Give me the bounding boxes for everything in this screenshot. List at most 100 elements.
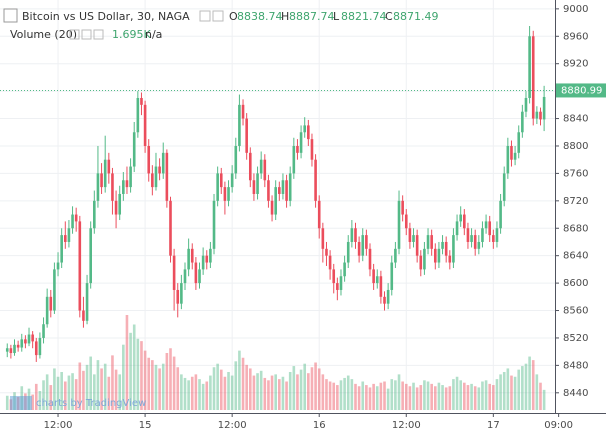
- volume-bar: [510, 375, 513, 410]
- y-tick-label: 8720: [563, 196, 588, 207]
- candle-body: [307, 125, 310, 140]
- candle-body: [96, 173, 100, 201]
- volume-bar: [278, 379, 281, 410]
- volume-bar: [375, 386, 379, 410]
- volume-bar: [477, 387, 481, 410]
- ohlc-value: 8871.49: [393, 10, 439, 23]
- volume-bar: [252, 375, 256, 410]
- candle-body: [430, 235, 433, 249]
- candle-body: [111, 173, 114, 201]
- ohlc-value: 8887.74: [289, 10, 335, 23]
- ohlc-label: L: [333, 10, 340, 23]
- candle-body: [521, 111, 524, 133]
- candle-body: [20, 339, 24, 348]
- candle-body: [310, 139, 314, 160]
- candle-body: [433, 248, 437, 263]
- candle-body: [241, 104, 245, 119]
- candle-body: [9, 348, 13, 354]
- volume-bar: [49, 385, 53, 410]
- volume-bar: [346, 375, 350, 410]
- volume-bar: [459, 380, 462, 410]
- volume-bar: [336, 385, 339, 410]
- candle-body: [201, 255, 205, 270]
- icon[interactable]: [199, 10, 211, 22]
- candle-body: [375, 276, 379, 284]
- candle-body: [45, 296, 49, 325]
- ohlc-value: 8821.74: [341, 10, 387, 23]
- volume-bar: [386, 388, 390, 410]
- candle-body: [78, 221, 82, 311]
- volume-bar: [230, 375, 234, 410]
- icon[interactable]: [69, 29, 80, 40]
- volume-bar: [542, 389, 546, 410]
- volume-bar: [539, 382, 542, 410]
- candle-body: [481, 228, 484, 242]
- volume-bar: [383, 381, 386, 410]
- volume-bar: [67, 375, 71, 410]
- volume-bar: [132, 324, 136, 410]
- volume-bar: [408, 386, 412, 410]
- volume-bar: [441, 385, 444, 410]
- volume-bar: [140, 341, 143, 410]
- volume-bar: [513, 376, 517, 410]
- icon[interactable]: [81, 29, 92, 40]
- candle-body: [234, 145, 238, 174]
- candle-body: [154, 166, 158, 188]
- candle-body: [107, 159, 111, 174]
- volume-bar: [248, 368, 252, 410]
- candle-body: [510, 145, 513, 160]
- candle-body: [245, 118, 248, 153]
- volume-bar: [82, 370, 85, 410]
- candle-body: [223, 187, 227, 201]
- volume-bar: [274, 374, 277, 410]
- y-tick-label: 8760: [563, 168, 588, 179]
- volume-bar: [299, 369, 303, 410]
- icon[interactable]: [212, 10, 224, 22]
- candle-body: [256, 173, 259, 194]
- volume-bar: [63, 381, 67, 410]
- candle-body: [339, 276, 343, 290]
- candle-body: [394, 248, 397, 263]
- volume-bar: [154, 364, 158, 410]
- volume-bar: [74, 379, 78, 410]
- volume-bar: [502, 372, 506, 410]
- candle-body: [53, 269, 56, 311]
- candle-body: [423, 248, 426, 270]
- volume-bar: [122, 344, 125, 410]
- candle-body: [444, 241, 448, 256]
- volume-bar: [452, 379, 455, 410]
- candle-body: [176, 289, 180, 304]
- volume-bar: [281, 376, 285, 410]
- y-tick-label: 8560: [563, 306, 588, 317]
- volume-bar: [194, 374, 198, 410]
- candle-body: [49, 296, 53, 311]
- volume-pane: [5, 315, 546, 410]
- candle-body: [227, 187, 230, 201]
- candle-body: [252, 180, 256, 194]
- candle-body: [132, 132, 136, 167]
- candle-body: [56, 262, 60, 270]
- candle-body: [408, 228, 412, 242]
- candle-body: [161, 152, 165, 174]
- volume-title: Volume (20): [10, 28, 77, 41]
- y-tick-label: 8520: [563, 333, 588, 344]
- volume-bar: [368, 387, 372, 410]
- ohlc-value: 8838.74: [237, 10, 283, 23]
- volume-bar: [343, 377, 346, 410]
- volume-bar: [223, 376, 227, 410]
- candle-body: [194, 262, 198, 284]
- candle-body: [542, 96, 546, 120]
- candle-body: [426, 235, 430, 249]
- candle-body: [31, 334, 34, 342]
- volume-bar: [111, 355, 114, 410]
- candle-body: [314, 159, 317, 201]
- candle-body: [325, 248, 328, 256]
- candle-body: [336, 283, 339, 290]
- candle-body: [248, 152, 252, 181]
- icon[interactable]: [93, 29, 104, 40]
- candle-body: [415, 235, 419, 256]
- volume-bar: [151, 360, 154, 410]
- volume-bar: [100, 368, 103, 410]
- volume-bar: [93, 374, 96, 410]
- collapse-icon[interactable]: [3, 8, 18, 23]
